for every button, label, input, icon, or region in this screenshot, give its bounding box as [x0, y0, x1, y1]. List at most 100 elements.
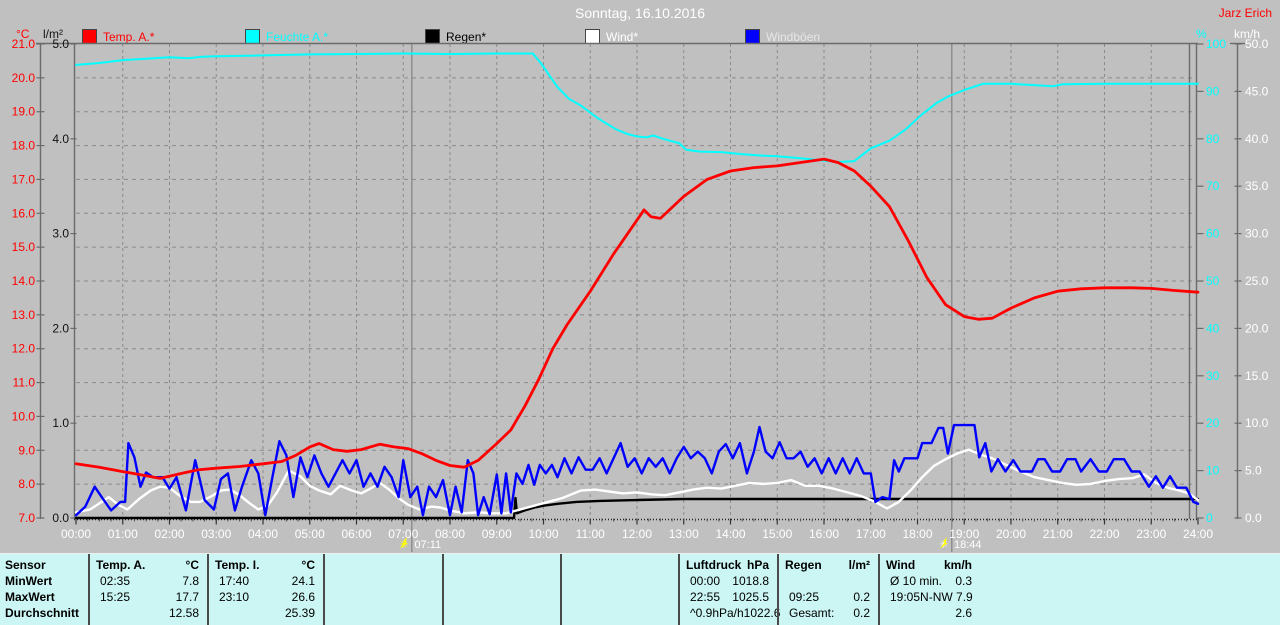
stats-row-label: Durchschnitt	[5, 606, 80, 620]
stats-value-cell: 7.8	[182, 574, 199, 588]
stats-row-label: MinWert	[5, 574, 53, 588]
x-axis-label: 13:00	[669, 527, 699, 541]
stats-time-cell: 00:00	[690, 574, 721, 588]
humidity-axis-tick-label: 70	[1206, 179, 1220, 193]
series-tempa	[74, 157, 1200, 480]
stats-group-name: Temp. I.	[215, 558, 260, 572]
stats-group-unit: l/m²	[848, 558, 870, 572]
x-axis-label: 18:00	[902, 527, 932, 541]
stats-group-empty-2	[323, 554, 442, 625]
stats-group-header	[562, 557, 678, 573]
temp-axis-tick-label: 18.0	[12, 139, 36, 153]
wind-axis-tick-label: 50.0	[1245, 37, 1269, 51]
temp-axis-tick-label: 11.0	[13, 376, 36, 390]
x-axis-label: 08:00	[435, 527, 465, 541]
wind-axis-tick-label: 30.0	[1245, 227, 1269, 241]
x-axis-label: 15:00	[762, 527, 792, 541]
stats-group-empty-4	[560, 554, 678, 625]
stats-time-cell: 09:25	[789, 590, 820, 604]
humidity-axis-tick-label: 10	[1206, 464, 1220, 478]
page-title: Sonntag, 16.10.2016	[574, 5, 705, 21]
wind-axis-tick-label: 10.0	[1245, 416, 1269, 430]
x-axis-label: 09:00	[482, 527, 512, 541]
stats-group-header: Temp. A. °C	[90, 557, 207, 573]
stats-value-cell: 1022.6	[743, 606, 781, 620]
stats-value-row: Ø 10 min. 0.3	[880, 573, 980, 589]
stats-value-row: 17:40 24.1	[209, 573, 323, 589]
stats-value-row: 23:10 26.6	[209, 589, 323, 605]
stats-group-unit: km/h	[943, 558, 972, 572]
sunrise-arrow-icon	[399, 537, 408, 549]
stats-time-cell: Ø 10 min.	[890, 574, 943, 588]
legend-label: Feuchte A.*	[266, 29, 329, 44]
wind-axis-tick-label: 0.0	[1245, 511, 1262, 525]
stats-group-luftdruck: Luftdruck hPa 00:00 1018.8 22:55 1025.5 ^0.9hP…	[678, 554, 780, 625]
stats-group-name: Regen	[785, 558, 822, 572]
stats-time-cell: 19:05	[890, 590, 921, 604]
x-axis-label: 12:00	[622, 527, 652, 541]
wind-axis-unit-label: km/h	[1234, 27, 1261, 41]
chart-legend: Temp. A.* Feuchte A.* Regen* Wind* Windböen	[0, 29, 1190, 45]
stats-group-unit: °C	[185, 558, 199, 572]
humidity-axis-tick-label: 80	[1206, 132, 1220, 146]
stats-value-cell: 24.1	[291, 574, 315, 588]
stats-table: Sensor MinWert MaxWert Durchschnitt Temp. A.…	[0, 553, 1280, 625]
rain-axis-tick-label: 5.0	[52, 37, 69, 51]
stats-value-cell: 2.6	[955, 606, 972, 620]
humidity-axis-unit-label: %	[1196, 27, 1207, 41]
stats-value-row	[444, 573, 560, 589]
wind-axis-tick-label: 35.0	[1245, 179, 1269, 193]
stats-group-header: Temp. I. °C	[209, 557, 323, 573]
legend-label: Regen*	[446, 29, 487, 44]
temp-axis-tick-label: 14.0	[12, 274, 36, 288]
stats-value-row	[562, 605, 678, 621]
stats-value-row	[325, 573, 442, 589]
legend-label: Windböen	[766, 29, 821, 44]
stats-group-empty-3	[442, 554, 560, 625]
x-axis-label: 01:00	[108, 527, 138, 541]
legend-item-windböen: Windböen	[745, 29, 820, 44]
x-axis-label: 05:00	[295, 527, 325, 541]
rain-axis-tick-label: 2.0	[52, 321, 69, 335]
rain-axis-tick-label: 3.0	[52, 227, 69, 241]
humidity-axis-tick-label: 50	[1206, 274, 1220, 288]
temp-axis-tick-label: 8.0	[18, 477, 35, 491]
x-axis-label: 02:00	[154, 527, 184, 541]
x-axis-label: 10:00	[528, 527, 558, 541]
temp-axis-tick-label: 12.0	[12, 342, 36, 356]
stats-value-cell: 1018.8	[732, 574, 769, 588]
sunset-time-label: 18:44	[954, 539, 982, 551]
x-axis-label: 11:00	[576, 527, 605, 541]
stats-group-header	[444, 557, 560, 573]
x-axis-label: 21:00	[1043, 527, 1073, 541]
stats-value-row: 2.6	[880, 605, 980, 621]
legend-item-feuchtea: Feuchte A.*	[245, 29, 328, 44]
wind-axis-tick-label: 45.0	[1245, 84, 1269, 98]
x-axis-label: 24:00	[1183, 527, 1213, 541]
wind-axis-tick-label: 40.0	[1245, 132, 1269, 146]
wind-axis-tick-label: 15.0	[1245, 369, 1269, 383]
stats-row-label: Sensor	[5, 558, 46, 572]
stats-value-cell: 25.39	[284, 606, 315, 620]
author-label: Jarz Erich	[1218, 6, 1272, 20]
stats-value-cell: 0.2	[853, 606, 870, 620]
stats-time-cell: 15:25	[100, 590, 131, 604]
legend-item-regen: Regen*	[425, 29, 486, 44]
temp-axis-tick-label: 21.0	[12, 37, 36, 51]
humidity-axis-tick-label: 60	[1206, 227, 1220, 241]
x-axis-label: 22:00	[1089, 527, 1119, 541]
stats-value-row	[444, 605, 560, 621]
temp-axis-tick-label: 13.0	[12, 308, 36, 322]
stats-group-unit: °C	[301, 558, 315, 572]
temp-axis-tick-label: 15.0	[12, 240, 36, 254]
stats-value-row	[779, 573, 878, 589]
temp-axis-tick-label: 19.0	[12, 105, 36, 119]
stats-value-row: 02:35 7.8	[90, 573, 207, 589]
x-axis-label: 23:00	[1136, 527, 1166, 541]
rain-axis-tick-label: 4.0	[52, 132, 69, 146]
humidity-axis-tick-label: 0	[1206, 511, 1213, 525]
x-axis-label: 03:00	[201, 527, 231, 541]
stats-value-cell: 17.7	[175, 590, 199, 604]
stats-value-cell: 0.2	[853, 590, 870, 604]
